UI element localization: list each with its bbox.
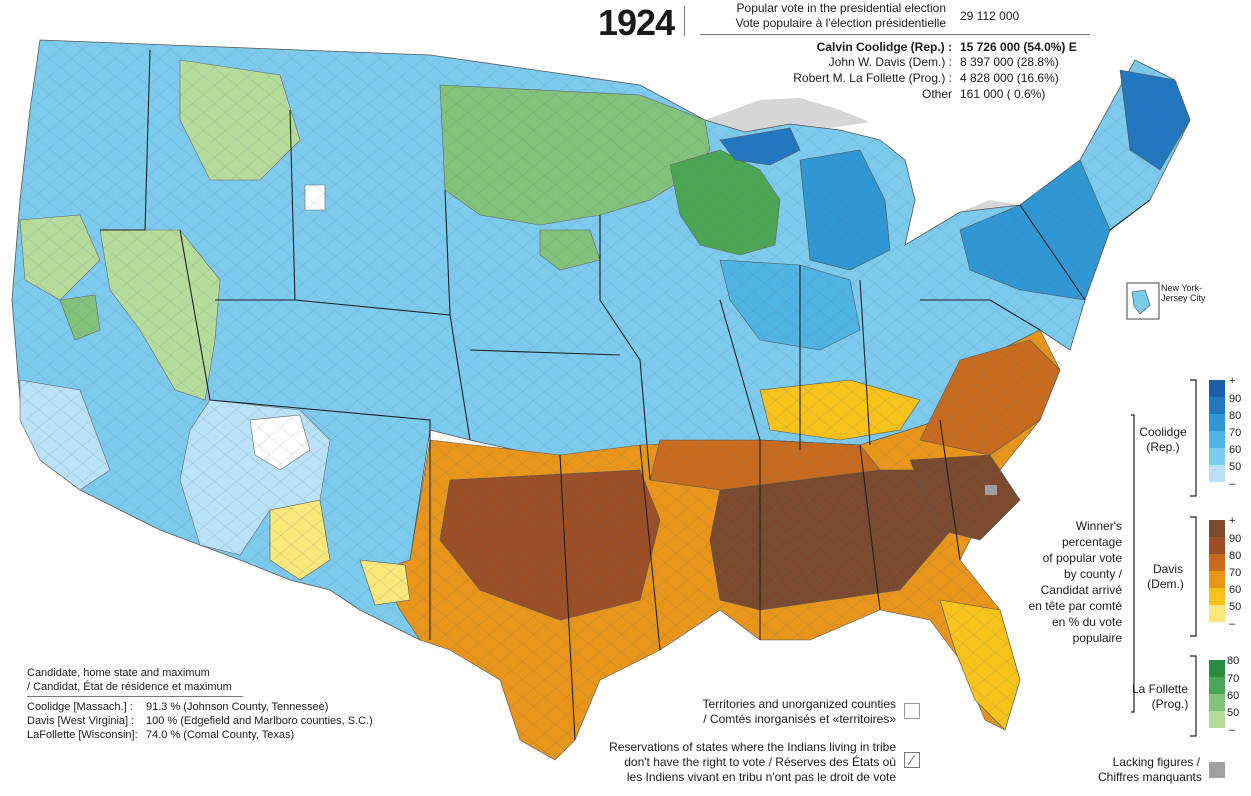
legend-tick: +	[1229, 375, 1236, 387]
inset-box	[1126, 282, 1160, 320]
popular-vote-total: 29 112 000	[960, 9, 1020, 23]
legend-swatch	[1209, 711, 1225, 728]
maxima-row-name: Davis [West Virginia] :	[27, 715, 135, 727]
legend-tick: 90	[1229, 393, 1242, 405]
legend-lacking-swatch	[1209, 762, 1225, 778]
legend-lacking-line2: Chiffres manquants	[1098, 770, 1202, 784]
maxima-heading-line2: / Candidat, État de résidence et maximum	[27, 681, 232, 693]
candidate-name: John W. Davis (Dem.) :	[828, 55, 952, 69]
candidate-name: Robert M. La Follette (Prog.) :	[793, 71, 952, 85]
legend-reservations-swatch	[904, 752, 920, 768]
legend-swatch	[1209, 397, 1225, 414]
legend-group-name: La Follette	[1131, 682, 1189, 696]
legend-tick: 50	[1229, 601, 1242, 613]
legend-swatch	[1209, 380, 1225, 397]
legend-desc-line: of popular vote	[1042, 551, 1122, 565]
legend-brackets	[1131, 379, 1197, 737]
legend-desc-line: Winner's	[1075, 519, 1122, 533]
state-borders	[100, 49, 1151, 741]
legend-swatch	[1209, 537, 1225, 554]
maxima-row-name: LaFollette [Wisconsin]:	[27, 729, 138, 741]
legend-group-name: Davis	[1152, 562, 1183, 576]
legend-swatch	[1209, 605, 1225, 622]
legend-group-name: (Dem.)	[1147, 577, 1184, 591]
legend-swatch	[1209, 554, 1225, 571]
legend-territories-fr: / Comtés inorganisés et «territoires»	[703, 712, 896, 726]
maxima-row-value: 74.0 % (Comal County, Texas)	[146, 729, 295, 741]
maxima-heading-line1: Candidate, home state and maximum	[27, 667, 210, 679]
legend-tick: 50	[1229, 461, 1242, 473]
legend-reservations-line3: les Indiens vivant en tribu n'ont pas le…	[626, 770, 896, 784]
maxima-rule	[27, 696, 243, 697]
legend-tick: 60	[1227, 690, 1240, 702]
legend-tick: +	[1229, 515, 1236, 527]
legend-swatch	[1209, 448, 1225, 465]
legend-desc-line: en tête par comté	[1028, 599, 1122, 613]
legend-swatch	[1209, 660, 1225, 677]
legend-desc-line: percentage	[1061, 535, 1122, 549]
legend-group-name: Coolidge	[1139, 425, 1187, 439]
candidate-name: Calvin Coolidge (Rep.) :	[816, 40, 952, 54]
legend-tick: 70	[1229, 567, 1242, 579]
legend-tick: –	[1229, 724, 1236, 736]
legend-tick: 80	[1229, 550, 1242, 562]
legend-tick: 60	[1229, 584, 1242, 596]
legend-reservations-line1: Reservations of states where the Indians…	[609, 740, 896, 754]
legend-territories-swatch	[904, 703, 920, 719]
popular-vote-label-en: Popular vote in the presidential electio…	[736, 1, 946, 15]
title-divider	[684, 6, 685, 36]
legend-tick: 80	[1229, 410, 1242, 422]
legend-lacking-line1: Lacking figures /	[1112, 755, 1200, 769]
popular-vote-label-fr: Vote populaire à l'élection présidentiel…	[735, 16, 946, 30]
legend-tick: 60	[1229, 444, 1242, 456]
candidates-rule	[700, 34, 1090, 35]
legend-swatch	[1209, 677, 1225, 694]
candidate-votes: 15 726 000 (54.0%) E	[960, 40, 1077, 54]
maxima-row-value: 100 % (Edgefield and Marlboro counties, …	[146, 715, 373, 727]
candidate-votes: 4 828 000 (16.6%)	[960, 71, 1059, 85]
county-texture	[12, 40, 1190, 760]
legend-territories-en: Territories and unorganized counties	[702, 697, 896, 711]
election-year: 1924	[598, 2, 675, 43]
legend-tick: 50	[1227, 707, 1240, 719]
inset-label-line1: New York-	[1161, 283, 1203, 293]
candidate-votes: 8 397 000 (28.8%)	[960, 55, 1059, 69]
legend-desc-line: by county /	[1063, 567, 1122, 581]
legend-tick: 80	[1227, 655, 1240, 667]
legend-desc-line: Candidat arrivé	[1040, 583, 1122, 597]
legend-desc-line: populaire	[1072, 631, 1122, 645]
legend-tick: 70	[1227, 673, 1240, 685]
legend-swatch	[1209, 465, 1225, 482]
legend-tick: –	[1229, 618, 1236, 630]
maxima-row-value: 91.3 % (Johnson County, Tennessee)	[146, 701, 329, 713]
candidate-votes: 161 000 ( 0.6%)	[960, 87, 1046, 101]
legend-tick: 70	[1229, 427, 1242, 439]
legend-tick: 90	[1229, 533, 1242, 545]
legend-swatch	[1209, 520, 1225, 537]
inset-label-line2: Jersey City	[1161, 293, 1206, 303]
legend-reservations-line2: don't have the right to vote / Réserves …	[624, 755, 896, 769]
legend-swatch	[1209, 414, 1225, 431]
legend-swatch	[1209, 694, 1225, 711]
legend-swatch	[1209, 431, 1225, 448]
candidate-name: Other	[921, 87, 952, 101]
legend-group-name: (Prog.)	[1151, 697, 1189, 711]
legend-swatch	[1209, 588, 1225, 605]
legend-group-name: (Rep.)	[1146, 440, 1180, 454]
legend-tick: –	[1229, 478, 1236, 490]
legend-desc-line: en % du vote	[1051, 615, 1122, 629]
maxima-row-name: Coolidge [Massach.] :	[27, 701, 133, 713]
legend-swatch	[1209, 571, 1225, 588]
